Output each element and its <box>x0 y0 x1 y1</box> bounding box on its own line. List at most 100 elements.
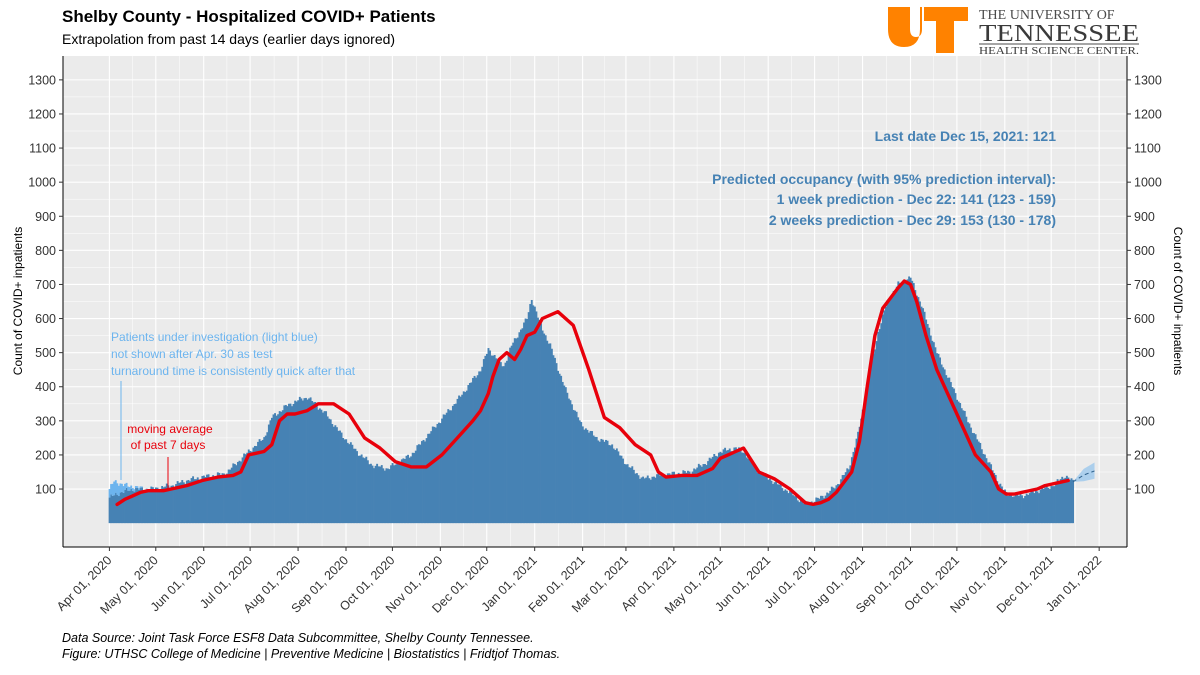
daily-bar <box>872 353 875 524</box>
chart-subtitle: Extrapolation from past 14 days (earlier… <box>62 31 396 47</box>
daily-bar <box>227 469 230 524</box>
daily-bar <box>451 405 454 524</box>
daily-bar <box>489 350 491 524</box>
daily-bar <box>1062 478 1065 524</box>
daily-bar <box>765 476 768 524</box>
daily-bar <box>742 452 745 524</box>
daily-bar <box>912 283 915 524</box>
daily-bar <box>133 491 136 524</box>
daily-bar <box>857 431 860 524</box>
daily-bar <box>668 473 671 524</box>
daily-bar <box>167 485 170 524</box>
daily-bar <box>537 317 539 524</box>
daily-bar <box>745 457 748 524</box>
daily-bar <box>943 369 946 524</box>
daily-bar <box>175 484 178 524</box>
daily-bar <box>360 454 363 524</box>
daily-bar <box>289 403 292 524</box>
y-tick-label-left: 200 <box>35 448 56 462</box>
daily-bar <box>444 414 447 524</box>
daily-bar <box>546 340 549 524</box>
daily-bar <box>492 355 495 524</box>
daily-bar <box>674 475 677 524</box>
daily-bar <box>476 375 479 524</box>
daily-bar <box>970 427 972 524</box>
daily-bar <box>997 484 1000 524</box>
daily-bar <box>1024 495 1027 524</box>
daily-bar <box>552 355 555 524</box>
daily-bar <box>357 455 360 524</box>
daily-bar <box>959 403 962 524</box>
daily-bar <box>751 464 754 524</box>
daily-bar <box>110 494 113 524</box>
daily-bar <box>260 440 263 524</box>
daily-bar <box>490 355 493 524</box>
last-date-annotation: Last date Dec 15, 2021: 121 <box>875 128 1057 144</box>
daily-bar <box>172 485 174 524</box>
daily-bar <box>241 457 244 524</box>
y-tick-label-right: 100 <box>1134 483 1155 497</box>
daily-bar <box>404 459 406 524</box>
daily-bar <box>478 371 481 524</box>
daily-bar <box>682 470 685 524</box>
prediction-interval-band <box>1072 462 1095 482</box>
daily-bar <box>843 475 846 524</box>
pui-bar <box>124 483 126 490</box>
daily-bar <box>917 297 920 524</box>
daily-bar <box>277 414 280 524</box>
y-tick-label-left: 1300 <box>28 73 56 87</box>
daily-bar <box>983 454 986 524</box>
daily-bar <box>453 404 456 524</box>
pui-bar <box>114 480 117 493</box>
daily-bar <box>159 488 162 524</box>
daily-bar <box>272 414 275 524</box>
daily-bar <box>963 410 966 524</box>
daily-bar <box>507 354 510 524</box>
daily-bar <box>866 385 869 524</box>
daily-bar <box>518 332 521 524</box>
daily-bar <box>840 479 843 524</box>
daily-bar <box>356 451 358 524</box>
daily-bar <box>391 463 394 524</box>
y-tick-label-right: 900 <box>1134 210 1155 224</box>
daily-bar <box>648 478 651 524</box>
daily-bar <box>628 467 631 524</box>
daily-bar <box>609 445 612 524</box>
daily-bar <box>274 413 276 524</box>
daily-bar <box>1058 480 1061 524</box>
daily-bar <box>359 455 362 524</box>
daily-bar <box>1044 487 1047 524</box>
daily-bar <box>832 487 835 524</box>
daily-bar <box>179 482 182 524</box>
daily-bar <box>863 404 866 524</box>
daily-bar <box>662 473 665 524</box>
daily-bar <box>699 465 702 524</box>
daily-bar <box>883 310 886 524</box>
daily-bar <box>914 290 917 524</box>
daily-bar <box>1069 479 1071 524</box>
daily-bar <box>390 465 392 524</box>
y-tick-label-right: 1000 <box>1134 176 1162 190</box>
daily-bar <box>506 360 508 524</box>
daily-bar <box>354 448 357 524</box>
y-tick-label-left: 100 <box>35 483 56 497</box>
daily-bar <box>770 480 773 524</box>
daily-bar <box>813 501 816 524</box>
y-tick-label-left: 600 <box>35 312 56 326</box>
daily-bar <box>864 397 867 524</box>
daily-bar <box>892 290 895 524</box>
daily-bar <box>178 482 181 524</box>
daily-bar <box>213 476 216 524</box>
daily-bar <box>567 398 570 524</box>
daily-bar <box>569 400 572 524</box>
daily-bar <box>458 395 461 524</box>
daily-bar <box>1019 494 1022 524</box>
daily-bar <box>710 458 713 524</box>
daily-bar <box>1004 489 1006 524</box>
daily-bar <box>957 401 960 524</box>
daily-bar <box>761 474 764 524</box>
daily-bar <box>139 487 142 524</box>
daily-bar <box>716 456 719 524</box>
daily-bar <box>906 279 909 524</box>
daily-bar <box>753 464 756 524</box>
